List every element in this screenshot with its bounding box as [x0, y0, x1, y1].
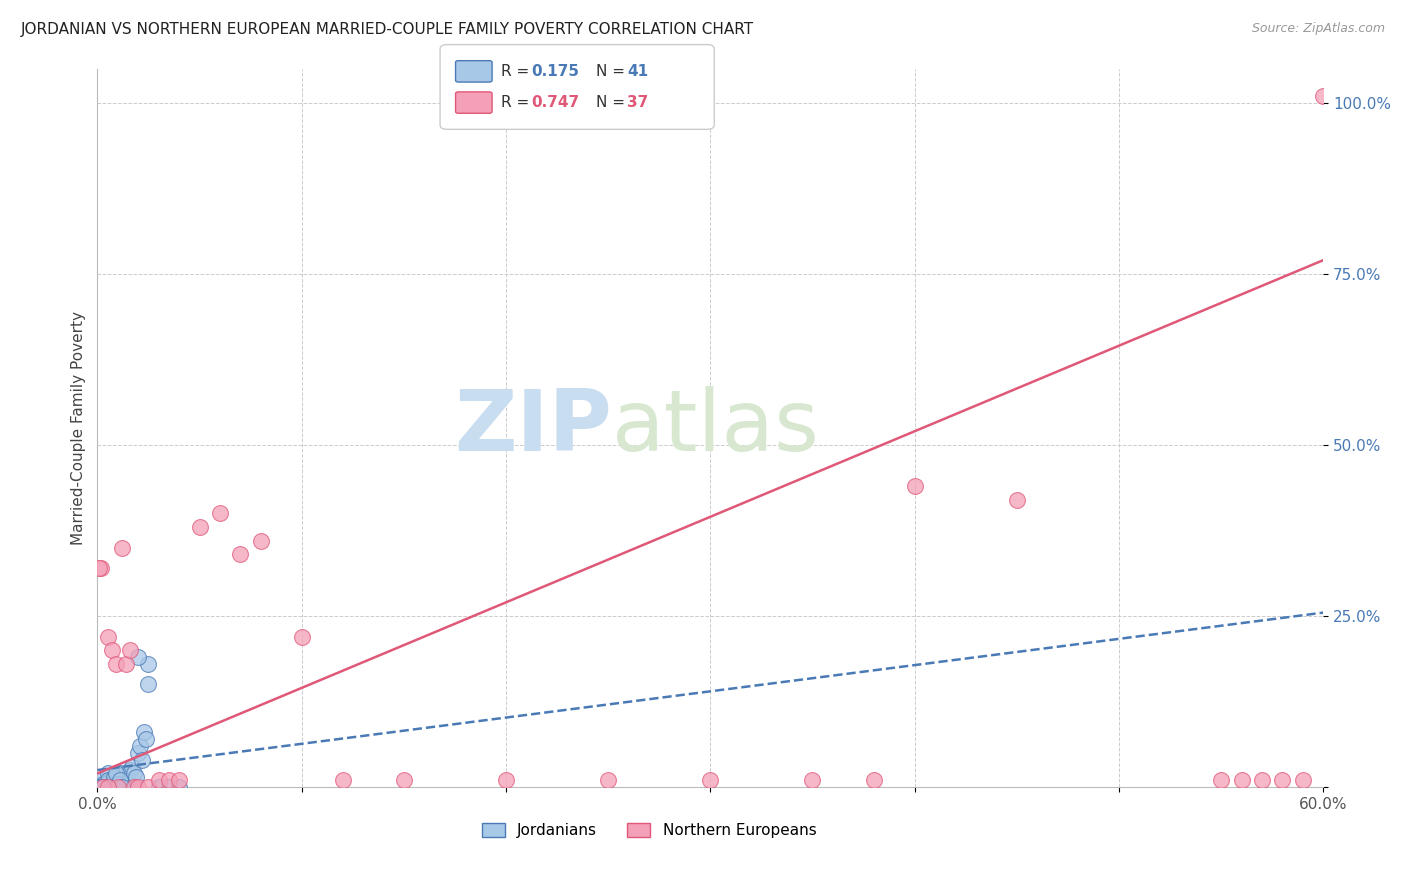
Point	[1251, 773, 1274, 788]
Point	[111, 541, 134, 555]
Point	[104, 657, 127, 671]
Point	[108, 773, 131, 788]
Point	[167, 773, 190, 788]
Point	[148, 780, 170, 794]
Point	[89, 780, 111, 794]
Point	[111, 780, 134, 794]
Point	[138, 780, 160, 794]
Point	[495, 773, 517, 788]
Point	[127, 780, 149, 794]
Point	[125, 770, 148, 784]
Text: 41: 41	[627, 64, 648, 78]
Point	[117, 773, 139, 788]
Point	[208, 507, 231, 521]
Legend: Jordanians, Northern Europeans: Jordanians, Northern Europeans	[475, 817, 823, 844]
Point	[229, 548, 252, 562]
Point	[699, 773, 721, 788]
Point	[122, 780, 145, 794]
Text: R =: R =	[501, 95, 534, 110]
Point	[93, 780, 115, 794]
Point	[801, 773, 824, 788]
Point	[89, 561, 111, 575]
Text: 37: 37	[627, 95, 648, 110]
Point	[129, 739, 152, 753]
Point	[134, 725, 156, 739]
Point	[392, 773, 415, 788]
Point	[135, 732, 157, 747]
Point	[904, 479, 927, 493]
Point	[1005, 492, 1028, 507]
Point	[90, 561, 112, 575]
Point	[122, 766, 145, 780]
Point	[90, 780, 112, 794]
Point	[107, 773, 129, 788]
Point	[291, 630, 314, 644]
Text: R =: R =	[501, 64, 534, 78]
Point	[100, 777, 122, 791]
Text: atlas: atlas	[612, 386, 820, 469]
Point	[148, 773, 170, 788]
Point	[107, 780, 129, 794]
Point	[97, 773, 120, 788]
Point	[157, 780, 180, 794]
Point	[138, 657, 160, 671]
Point	[127, 746, 149, 760]
Point	[131, 753, 153, 767]
Point	[94, 780, 117, 794]
Point	[112, 773, 135, 788]
Point	[107, 777, 129, 791]
Point	[121, 759, 143, 773]
Point	[103, 770, 125, 784]
Point	[249, 533, 271, 548]
Text: 0.175: 0.175	[531, 64, 579, 78]
Point	[157, 773, 180, 788]
Text: Source: ZipAtlas.com: Source: ZipAtlas.com	[1251, 22, 1385, 36]
Point	[104, 766, 127, 780]
Point	[1312, 89, 1334, 103]
Point	[115, 766, 138, 780]
Point	[98, 780, 121, 794]
Point	[98, 773, 121, 788]
Point	[598, 773, 620, 788]
Point	[97, 630, 120, 644]
Point	[94, 777, 117, 791]
Point	[188, 520, 211, 534]
Point	[332, 773, 354, 788]
Point	[90, 773, 112, 788]
Point	[103, 773, 125, 788]
Point	[97, 766, 120, 780]
Point	[167, 780, 190, 794]
Point	[115, 657, 138, 671]
Point	[1271, 773, 1294, 788]
Point	[108, 766, 131, 780]
Point	[118, 643, 141, 657]
Point	[104, 780, 127, 794]
Point	[118, 763, 141, 777]
Point	[1292, 773, 1315, 788]
Point	[1211, 773, 1233, 788]
Point	[1230, 773, 1253, 788]
Point	[127, 650, 149, 665]
Point	[100, 777, 122, 791]
Text: N =: N =	[596, 95, 630, 110]
Point	[100, 643, 122, 657]
Point	[111, 777, 134, 791]
Text: 0.747: 0.747	[531, 95, 579, 110]
Point	[93, 777, 115, 791]
Point	[862, 773, 884, 788]
Y-axis label: Married-Couple Family Poverty: Married-Couple Family Poverty	[72, 310, 86, 545]
Text: ZIP: ZIP	[454, 386, 612, 469]
Point	[93, 780, 115, 794]
Point	[97, 780, 120, 794]
Text: JORDANIAN VS NORTHERN EUROPEAN MARRIED-COUPLE FAMILY POVERTY CORRELATION CHART: JORDANIAN VS NORTHERN EUROPEAN MARRIED-C…	[21, 22, 754, 37]
Text: N =: N =	[596, 64, 630, 78]
Point	[138, 677, 160, 691]
